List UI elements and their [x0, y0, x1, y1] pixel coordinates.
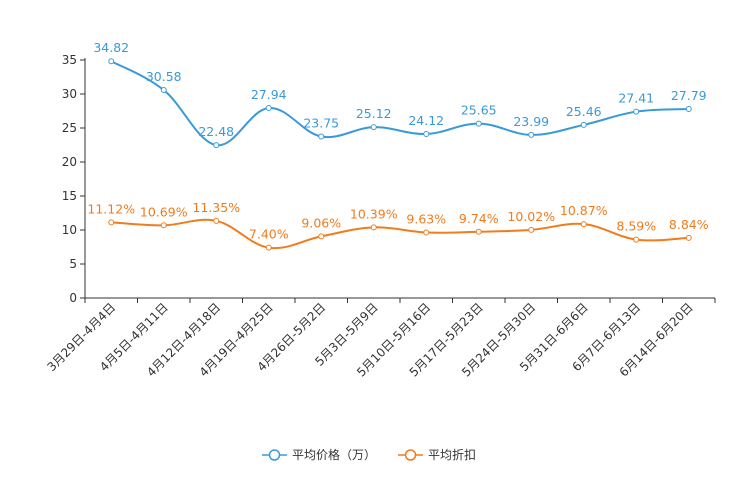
data-point [108, 219, 115, 226]
data-point [318, 233, 325, 240]
data-label: 22.48 [198, 124, 234, 139]
series-points [108, 58, 692, 251]
data-label: 30.58 [146, 69, 182, 84]
data-label: 24.12 [408, 113, 444, 128]
data-label: 8.59% [616, 219, 656, 234]
data-label: 10.02% [507, 209, 555, 224]
series-lines [110, 60, 689, 250]
data-point [370, 124, 377, 131]
data-point [213, 217, 220, 224]
data-point [685, 234, 692, 241]
data-label: 23.99 [513, 114, 549, 129]
data-label: 10.69% [140, 204, 188, 219]
y-tick-label: 30 [62, 87, 77, 101]
data-point [528, 226, 535, 233]
data-point [160, 87, 167, 94]
data-label: 27.41 [618, 91, 654, 106]
data-label: 27.94 [251, 87, 287, 102]
data-point [265, 105, 272, 112]
data-point [423, 130, 430, 137]
data-label: 34.82 [93, 40, 129, 55]
data-label: 11.12% [87, 201, 135, 216]
data-label: 9.06% [301, 215, 341, 230]
data-point [423, 229, 430, 236]
data-point [370, 224, 377, 231]
legend-marker [404, 449, 417, 461]
data-point [633, 108, 640, 115]
legend-marker [268, 449, 281, 461]
data-label: 11.35% [192, 200, 240, 215]
data-point [685, 106, 692, 113]
data-point [318, 133, 325, 140]
legend-item-label[interactable]: 平均价格（万） [292, 447, 376, 462]
data-label: 8.84% [669, 217, 709, 232]
data-point [528, 131, 535, 138]
series-labels: 34.82 30.58 22.48 27.94 23.75 25.12 24.12 25.65… [87, 40, 708, 241]
data-label: 25.46 [566, 104, 602, 119]
data-label: 10.87% [560, 203, 608, 218]
data-label: 9.74% [459, 211, 499, 226]
y-tick-label: 10 [62, 223, 77, 237]
series-line-1 [111, 218, 689, 250]
y-tick-label: 15 [62, 189, 77, 203]
data-point [265, 244, 272, 251]
data-point [580, 121, 587, 128]
data-point [475, 228, 482, 235]
y-tick-label: 25 [62, 121, 77, 135]
data-label: 25.65 [461, 103, 497, 118]
data-label: 10.39% [350, 206, 398, 221]
data-label: 9.63% [406, 212, 446, 227]
data-point [108, 58, 115, 65]
data-label: 25.12 [356, 106, 392, 121]
data-label: 23.75 [303, 116, 339, 131]
y-tick-label: 0 [69, 291, 77, 305]
data-point [633, 236, 640, 243]
data-point [580, 221, 587, 228]
data-label: 7.40% [249, 227, 289, 242]
data-label: 27.79 [671, 88, 707, 103]
y-tick-label: 5 [69, 257, 77, 271]
data-point [213, 142, 220, 149]
y-tick-label: 20 [62, 155, 77, 169]
data-point [475, 120, 482, 127]
data-point [160, 222, 167, 229]
y-tick-label: 35 [62, 53, 77, 67]
legend-item-label[interactable]: 平均折扣 [428, 447, 476, 462]
legend: 平均价格（万） 平均折扣 [262, 447, 476, 462]
